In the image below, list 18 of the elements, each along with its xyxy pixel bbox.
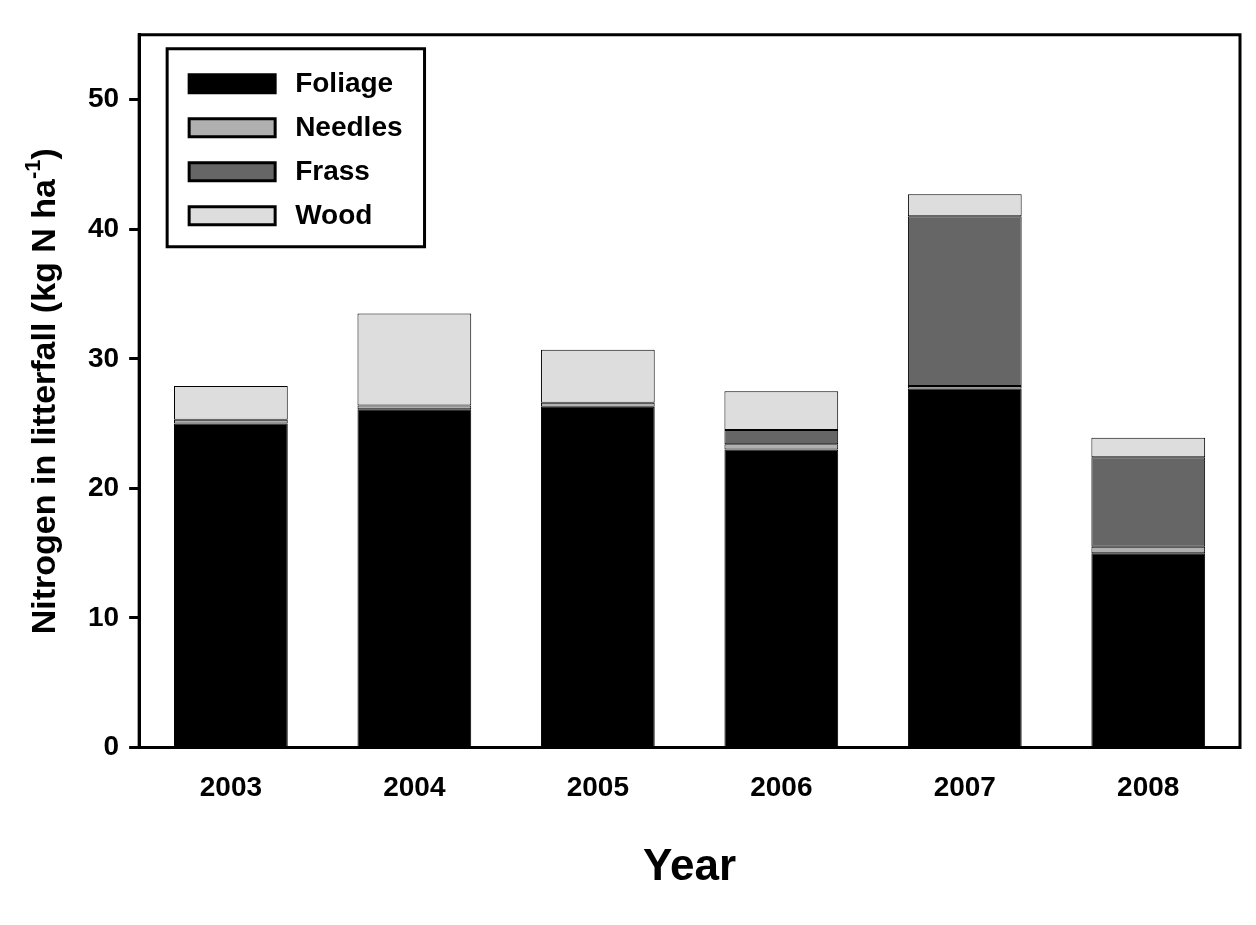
legend-label: Wood [295, 198, 373, 230]
x-axis-title: Year [643, 839, 737, 889]
x-tick-label: 2008 [1117, 771, 1180, 803]
legend-label: Needles [295, 110, 403, 142]
x-tick-label: 2006 [750, 771, 813, 803]
y-tick-label: 0 [103, 730, 120, 762]
legend-label: Foliage [295, 66, 394, 98]
y-tick-label: 30 [87, 341, 120, 373]
x-tick-label: 2003 [199, 771, 263, 803]
y-tick-label: 40 [87, 211, 120, 243]
legend-label: Frass [295, 154, 370, 186]
y-tick-label: 10 [87, 600, 120, 632]
y-tick-label: 50 [87, 82, 120, 114]
y-axis-title: Nitrogen in litterfall (kg N ha-1) [20, 148, 63, 635]
x-tick-label: 2005 [566, 771, 629, 803]
x-tick-label: 2007 [933, 771, 996, 803]
y-tick-label: 20 [87, 471, 120, 503]
x-tick-label: 2004 [383, 771, 446, 803]
